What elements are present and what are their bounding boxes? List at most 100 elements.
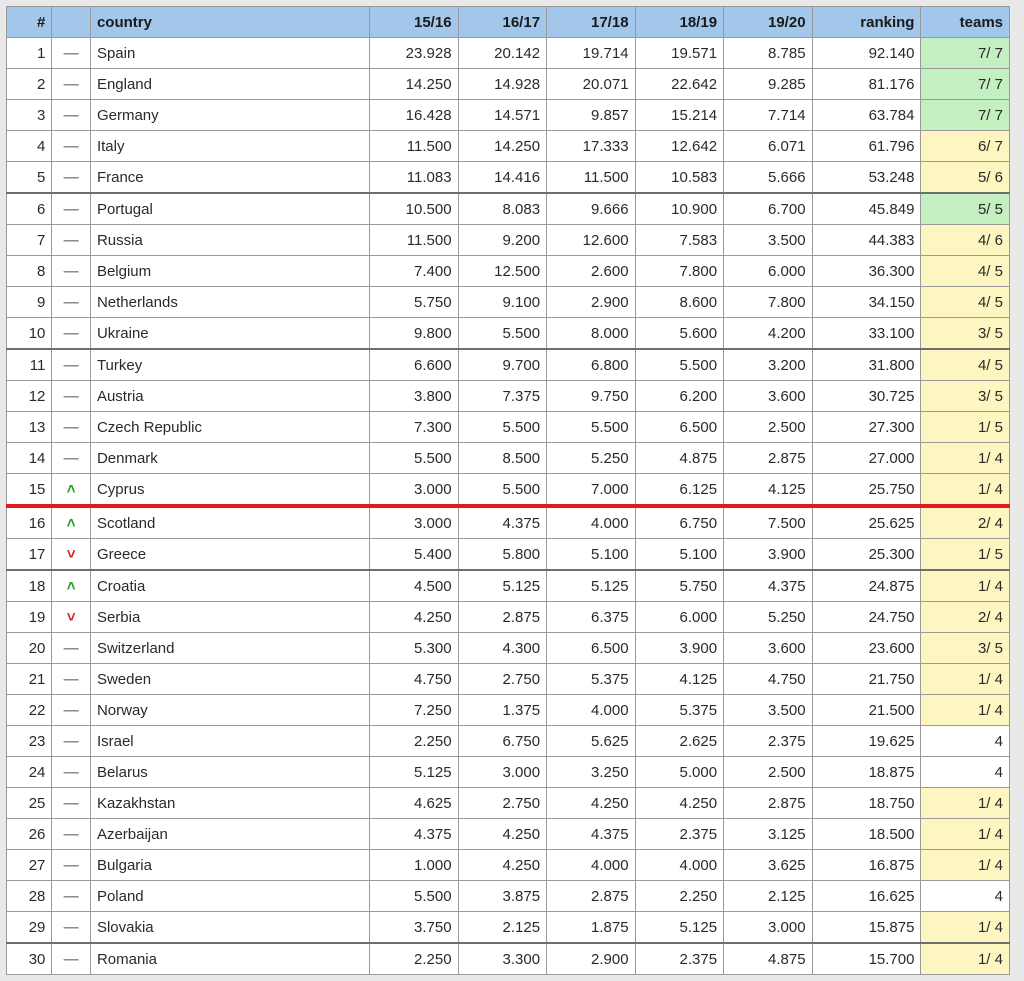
- cell-s17_18: 8.000: [547, 318, 636, 350]
- cell-rank: 18: [7, 570, 52, 602]
- cell-s17_18: 17.333: [547, 131, 636, 162]
- table-row: 21—Sweden4.7502.7505.3754.1254.75021.750…: [7, 664, 1010, 695]
- cell-country[interactable]: Czech Republic: [90, 412, 369, 443]
- cell-s17_18: 2.600: [547, 256, 636, 287]
- cell-trend: —: [52, 757, 91, 788]
- cell-country[interactable]: Switzerland: [90, 633, 369, 664]
- cell-country[interactable]: Belgium: [90, 256, 369, 287]
- cell-teams: 4: [921, 881, 1010, 912]
- cell-country[interactable]: Germany: [90, 100, 369, 131]
- cell-s16_17: 3.300: [458, 943, 547, 975]
- cell-country[interactable]: Cyprus: [90, 474, 369, 507]
- cell-country[interactable]: Slovakia: [90, 912, 369, 944]
- cell-rank: 27: [7, 850, 52, 881]
- cell-trend: —: [52, 225, 91, 256]
- cell-country[interactable]: England: [90, 69, 369, 100]
- cell-country[interactable]: Israel: [90, 726, 369, 757]
- table-row: 22—Norway7.2501.3754.0005.3753.50021.500…: [7, 695, 1010, 726]
- col-country[interactable]: country: [90, 7, 369, 38]
- col-19-20[interactable]: 19/20: [724, 7, 813, 38]
- cell-s19_20: 4.875: [724, 943, 813, 975]
- cell-country[interactable]: Norway: [90, 695, 369, 726]
- cell-trend: —: [52, 412, 91, 443]
- cell-country[interactable]: Denmark: [90, 443, 369, 474]
- cell-s18_19: 4.250: [635, 788, 724, 819]
- table-row: 5—France11.08314.41611.50010.5835.66653.…: [7, 162, 1010, 194]
- cell-teams: 4/ 6: [921, 225, 1010, 256]
- cell-country[interactable]: Scotland: [90, 506, 369, 539]
- col-18-19[interactable]: 18/19: [635, 7, 724, 38]
- cell-s17_18: 5.375: [547, 664, 636, 695]
- cell-s16_17: 9.100: [458, 287, 547, 318]
- cell-country[interactable]: Ukraine: [90, 318, 369, 350]
- cell-s19_20: 5.250: [724, 602, 813, 633]
- cell-ranking: 24.875: [812, 570, 921, 602]
- col-trend[interactable]: [52, 7, 91, 38]
- trend-same-icon: —: [64, 170, 79, 185]
- cell-country[interactable]: Belarus: [90, 757, 369, 788]
- cell-trend: ˄: [52, 506, 91, 539]
- cell-country[interactable]: Croatia: [90, 570, 369, 602]
- cell-teams: 4/ 5: [921, 349, 1010, 381]
- trend-same-icon: —: [64, 451, 79, 466]
- cell-s16_17: 4.250: [458, 819, 547, 850]
- cell-s17_18: 4.250: [547, 788, 636, 819]
- cell-s15_16: 5.300: [370, 633, 459, 664]
- cell-s19_20: 3.500: [724, 225, 813, 256]
- col-rank[interactable]: #: [7, 7, 52, 38]
- cell-s16_17: 5.500: [458, 412, 547, 443]
- cell-s16_17: 5.500: [458, 474, 547, 507]
- cell-ranking: 44.383: [812, 225, 921, 256]
- trend-same-icon: —: [64, 264, 79, 279]
- cell-country[interactable]: Kazakhstan: [90, 788, 369, 819]
- cell-rank: 6: [7, 193, 52, 225]
- cell-trend: —: [52, 664, 91, 695]
- cell-country[interactable]: Turkey: [90, 349, 369, 381]
- cell-country[interactable]: Russia: [90, 225, 369, 256]
- cell-s17_18: 7.000: [547, 474, 636, 507]
- cell-s16_17: 5.800: [458, 539, 547, 571]
- cell-country[interactable]: France: [90, 162, 369, 194]
- trend-same-icon: —: [64, 734, 79, 749]
- cell-country[interactable]: Sweden: [90, 664, 369, 695]
- cell-rank: 30: [7, 943, 52, 975]
- cell-country[interactable]: Austria: [90, 381, 369, 412]
- cell-country[interactable]: Poland: [90, 881, 369, 912]
- cell-country[interactable]: Spain: [90, 38, 369, 69]
- col-ranking[interactable]: ranking: [812, 7, 921, 38]
- col-teams[interactable]: teams: [921, 7, 1010, 38]
- col-17-18[interactable]: 17/18: [547, 7, 636, 38]
- cell-s19_20: 9.285: [724, 69, 813, 100]
- cell-country[interactable]: Serbia: [90, 602, 369, 633]
- cell-trend: —: [52, 912, 91, 944]
- col-15-16[interactable]: 15/16: [370, 7, 459, 38]
- cell-s17_18: 6.375: [547, 602, 636, 633]
- cell-s18_19: 15.214: [635, 100, 724, 131]
- table-row: 15˄Cyprus3.0005.5007.0006.1254.12525.750…: [7, 474, 1010, 507]
- cell-country[interactable]: Romania: [90, 943, 369, 975]
- table-row: 8—Belgium7.40012.5002.6007.8006.00036.30…: [7, 256, 1010, 287]
- cell-s16_17: 8.500: [458, 443, 547, 474]
- cell-rank: 12: [7, 381, 52, 412]
- cell-country[interactable]: Netherlands: [90, 287, 369, 318]
- cell-country[interactable]: Portugal: [90, 193, 369, 225]
- trend-same-icon: —: [64, 295, 79, 310]
- cell-country[interactable]: Italy: [90, 131, 369, 162]
- table-row: 4—Italy11.50014.25017.33312.6426.07161.7…: [7, 131, 1010, 162]
- cell-rank: 13: [7, 412, 52, 443]
- cell-teams: 2/ 4: [921, 602, 1010, 633]
- trend-up-icon: ˄: [67, 482, 76, 497]
- cell-country[interactable]: Azerbaijan: [90, 819, 369, 850]
- cell-s18_19: 6.200: [635, 381, 724, 412]
- cell-country[interactable]: Bulgaria: [90, 850, 369, 881]
- cell-s18_19: 4.875: [635, 443, 724, 474]
- table-row: 9—Netherlands5.7509.1002.9008.6007.80034…: [7, 287, 1010, 318]
- cell-rank: 26: [7, 819, 52, 850]
- cell-ranking: 27.000: [812, 443, 921, 474]
- col-16-17[interactable]: 16/17: [458, 7, 547, 38]
- cell-s18_19: 12.642: [635, 131, 724, 162]
- cell-country[interactable]: Greece: [90, 539, 369, 571]
- cell-s19_20: 6.071: [724, 131, 813, 162]
- cell-s16_17: 3.000: [458, 757, 547, 788]
- cell-s15_16: 4.500: [370, 570, 459, 602]
